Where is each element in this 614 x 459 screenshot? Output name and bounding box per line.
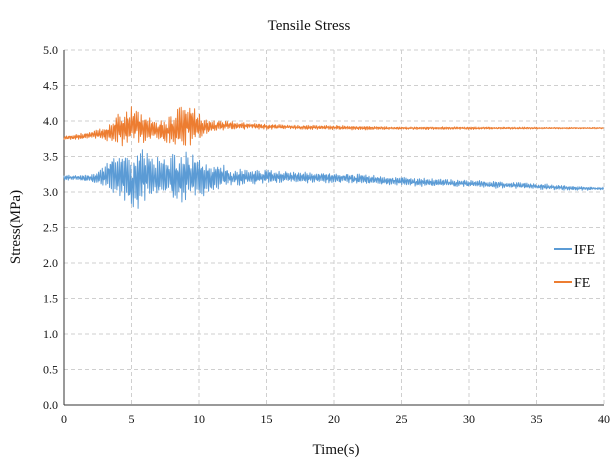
- y-tick-label: 0.0: [43, 398, 58, 412]
- x-tick-label: 0: [61, 412, 67, 426]
- y-tick-label: 3.0: [43, 185, 58, 199]
- series-lines: [63, 106, 604, 209]
- x-tick-label: 5: [129, 412, 135, 426]
- axes: [63, 50, 604, 406]
- legend-label-fe: FE: [574, 276, 590, 291]
- y-tick-label: 5.0: [43, 43, 58, 57]
- series-line-ife: [63, 149, 604, 209]
- x-tick-label: 30: [463, 412, 475, 426]
- y-tick-label: 1.5: [43, 292, 58, 306]
- chart-title: Tensile Stress: [268, 18, 351, 34]
- legend: IFE FE: [554, 243, 595, 291]
- tick-labels: 0 5 10 15 20 25 30 35 40 0.0 0.5 1.0 1.5 2.0 2.5 3.0 3.5…: [43, 43, 610, 426]
- y-tick-label: 2.5: [43, 221, 58, 235]
- y-tick-label: 0.5: [43, 363, 58, 377]
- grid: [64, 49, 605, 405]
- series-line-fe: [63, 106, 604, 147]
- y-tick-label: 4.5: [43, 79, 58, 93]
- y-tick-label: 1.0: [43, 327, 58, 341]
- x-tick-label: 20: [328, 412, 340, 426]
- y-tick-label: 4.0: [43, 114, 58, 128]
- y-axis-title: Stress(MPa): [8, 190, 24, 264]
- x-tick-label: 10: [193, 412, 205, 426]
- x-tick-label: 40: [598, 412, 610, 426]
- x-tick-label: 15: [261, 412, 273, 426]
- y-tick-label: 2.0: [43, 256, 58, 270]
- legend-label-ife: IFE: [574, 243, 595, 258]
- x-tick-label: 25: [396, 412, 408, 426]
- x-tick-label: 35: [531, 412, 543, 426]
- x-axis-title: Time(s): [313, 442, 360, 458]
- y-tick-label: 3.5: [43, 150, 58, 164]
